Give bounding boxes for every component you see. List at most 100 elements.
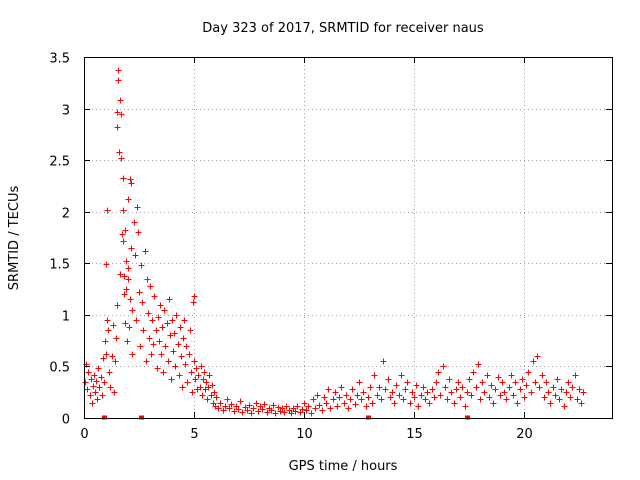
data-point — [536, 384, 543, 391]
grid — [84, 57, 612, 418]
data-point — [101, 379, 108, 386]
data-point — [180, 335, 187, 342]
data-point — [248, 410, 255, 417]
data-point — [512, 379, 519, 386]
data-point — [451, 400, 458, 407]
data-point — [181, 317, 188, 324]
data-point — [492, 386, 499, 393]
data-point — [195, 372, 202, 379]
data-point — [409, 389, 416, 396]
data-point — [261, 401, 268, 408]
data-point — [125, 265, 132, 272]
data-point — [349, 386, 356, 393]
data-point — [330, 396, 337, 403]
data-point — [310, 396, 317, 403]
data-point — [488, 382, 495, 389]
data-point — [132, 252, 139, 259]
data-point — [281, 409, 288, 416]
data-point — [426, 400, 433, 407]
data-point — [120, 238, 127, 245]
data-point — [190, 299, 197, 306]
data-point — [135, 229, 142, 236]
data-point — [136, 289, 143, 296]
data-point — [431, 394, 438, 401]
data-points — [82, 67, 587, 420]
axis-ticks — [84, 57, 612, 419]
data-point — [312, 405, 319, 412]
data-point — [547, 400, 554, 407]
data-point — [203, 379, 210, 386]
data-point — [545, 389, 552, 396]
data-point — [103, 261, 110, 268]
data-point — [301, 400, 308, 407]
data-point — [114, 109, 121, 116]
data-point — [92, 389, 99, 396]
data-point — [177, 324, 184, 331]
data-point — [376, 384, 383, 391]
data-point — [115, 77, 122, 84]
data-point — [525, 369, 532, 376]
data-point — [332, 389, 339, 396]
data-point — [88, 376, 95, 383]
data-point — [528, 389, 535, 396]
data-point — [462, 403, 469, 410]
data-point — [244, 407, 251, 414]
data-point — [387, 394, 394, 401]
data-point — [168, 376, 175, 383]
data-point — [117, 97, 124, 104]
data-point — [554, 376, 561, 383]
data-point — [341, 400, 348, 407]
data-point — [514, 400, 521, 407]
data-point — [319, 407, 326, 414]
data-point — [530, 358, 537, 365]
data-point — [424, 389, 431, 396]
data-point — [213, 394, 220, 401]
data-point — [398, 372, 405, 379]
data-point — [184, 379, 191, 386]
data-point — [323, 400, 330, 407]
data-point — [576, 386, 583, 393]
data-point — [552, 392, 559, 399]
data-point — [102, 415, 107, 420]
data-point — [556, 396, 563, 403]
data-point — [523, 382, 530, 389]
data-point — [139, 299, 146, 306]
data-point — [139, 415, 144, 420]
data-point — [186, 351, 193, 358]
data-point — [477, 396, 484, 403]
data-point — [106, 369, 113, 376]
data-point — [519, 376, 526, 383]
data-point — [173, 312, 180, 319]
data-point — [420, 384, 427, 391]
data-point — [358, 396, 365, 403]
data-point — [123, 258, 130, 265]
data-point — [107, 384, 114, 391]
data-point — [121, 291, 128, 298]
data-point — [279, 405, 286, 412]
y-tick-label: 1.5 — [49, 258, 70, 273]
data-point — [175, 341, 182, 348]
plot-frame — [84, 57, 613, 419]
data-point — [189, 389, 196, 396]
data-point — [231, 408, 238, 415]
x-tick-label: 10 — [296, 427, 313, 442]
data-point — [352, 401, 359, 408]
data-point — [283, 403, 290, 410]
y-tick-label: 3 — [62, 104, 70, 119]
data-point — [144, 276, 151, 283]
data-point — [356, 379, 363, 386]
data-point — [508, 372, 515, 379]
y-tick-label: 2 — [62, 207, 70, 222]
data-point — [120, 207, 127, 214]
data-point — [484, 372, 491, 379]
data-point — [156, 338, 163, 345]
data-point — [235, 406, 242, 413]
data-point — [100, 355, 107, 362]
data-point — [534, 353, 541, 360]
data-point — [532, 379, 539, 386]
data-point — [154, 365, 161, 372]
data-point — [182, 361, 189, 368]
data-point — [128, 180, 135, 187]
data-point — [497, 392, 504, 399]
